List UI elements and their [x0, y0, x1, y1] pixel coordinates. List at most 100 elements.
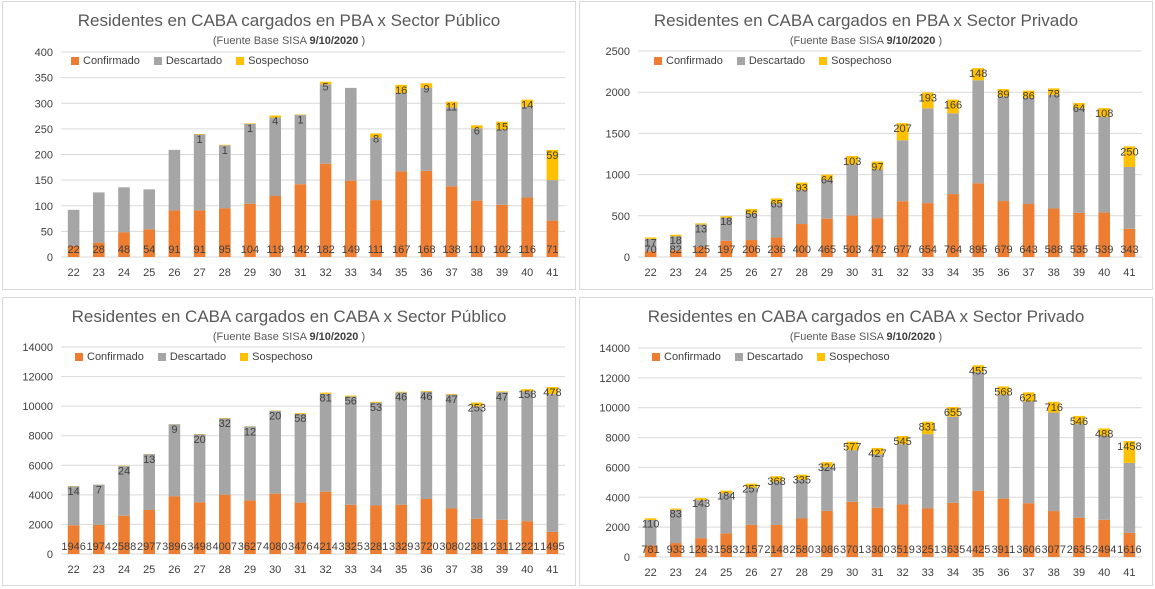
bar-confirmado: [345, 504, 357, 554]
y-tick-label: 6000: [606, 462, 630, 474]
data-label-sospechoso: 427: [868, 448, 886, 460]
data-label-sospechoso: 81: [319, 393, 331, 405]
data-label-sospechoso: 110: [642, 518, 660, 530]
data-label-sospechoso: 8: [373, 133, 379, 145]
bar-descartado: [143, 189, 155, 230]
data-label-confirmado: 3627: [238, 541, 262, 553]
chart-legend: Confirmado Descartado Sospechoso: [654, 55, 892, 67]
legend-label: Confirmado: [664, 351, 721, 363]
bar-sospechoso: [947, 99, 959, 114]
x-tick-label: 41: [546, 564, 558, 576]
bar-confirmado: [1048, 511, 1060, 557]
y-tick-label: 350: [35, 73, 53, 85]
data-label-confirmado: 54: [143, 244, 155, 256]
bar-confirmado: [1098, 519, 1110, 557]
bar-sospechoso: [871, 161, 884, 170]
x-tick-label: 41: [1123, 267, 1135, 279]
legend-label: Confirmado: [87, 351, 144, 363]
data-label-sospechoso: 148: [969, 68, 987, 80]
y-tick-label: 6000: [29, 460, 53, 472]
y-tick-label: 12000: [599, 373, 630, 385]
legend-label: Sospechoso: [831, 55, 892, 67]
bar-sospechoso: [370, 401, 382, 403]
bar-confirmado: [370, 200, 382, 257]
bar-confirmado: [521, 521, 533, 554]
bar-descartado: [871, 454, 884, 508]
bar-confirmado: [1048, 208, 1060, 257]
x-tick-label: 36: [420, 267, 432, 279]
data-label-confirmado: 643: [1019, 244, 1037, 256]
chart-title: Residentes en CABA cargados en CABA x Se…: [71, 307, 507, 326]
data-label-confirmado: 2977: [137, 541, 161, 553]
data-label-sospechoso: 64: [1073, 103, 1085, 115]
data-label-sospechoso: 166: [944, 100, 962, 112]
data-label-sospechoso: 17: [644, 237, 656, 249]
x-tick-label: 34: [947, 567, 959, 579]
bar-confirmado: [395, 171, 407, 257]
bar-confirmado: [896, 201, 909, 257]
x-tick-label: 41: [1123, 567, 1135, 579]
data-label-confirmado: 102: [493, 244, 511, 256]
data-label-sospechoso: 56: [745, 209, 757, 221]
bar-descartado: [670, 509, 682, 544]
bar-confirmado: [922, 203, 934, 257]
chart-svg: 0 2000 4000 6000 8000 10000 12000 14000 1946 14 22…: [22, 342, 565, 576]
bar-confirmado: [244, 500, 256, 554]
bar-descartado: [193, 434, 206, 503]
data-label-sospechoso: 18: [670, 235, 682, 247]
y-tick-label: 500: [612, 211, 630, 223]
bar-confirmado: [345, 180, 357, 257]
data-label-sospechoso: 89: [997, 89, 1009, 101]
legend-item-confirmado: Confirmado: [654, 55, 723, 67]
x-tick-label: 27: [193, 564, 205, 576]
bar-descartado: [745, 487, 758, 525]
data-label-sospechoso: 716: [1045, 402, 1063, 414]
bar-descartado: [471, 406, 483, 519]
bar-sospechoso: [770, 476, 783, 482]
data-label-confirmado: 22: [67, 244, 79, 256]
subtitle-close: ): [361, 35, 366, 47]
bar-confirmado: [168, 210, 181, 257]
bar-descartado: [922, 434, 934, 509]
data-label-sospechoso: 9: [171, 424, 177, 436]
data-label-confirmado: 2494: [1092, 544, 1116, 556]
data-label-sospechoso: 1: [247, 123, 253, 135]
data-label-confirmado: 149: [342, 244, 360, 256]
bar-descartado: [521, 106, 533, 198]
data-label-confirmado: 2311: [490, 541, 514, 553]
bar-sospechoso: [420, 390, 433, 392]
bar-descartado: [922, 108, 934, 204]
legend-item-descartado: Descartado: [153, 55, 222, 67]
bar-confirmado: [1022, 204, 1035, 257]
bar-sospechoso: [1022, 392, 1035, 402]
legend-swatch: [153, 57, 162, 65]
data-label-sospechoso: 59: [546, 150, 558, 162]
data-label-confirmado: 677: [893, 244, 911, 256]
legend-label: Descartado: [746, 351, 804, 363]
bar-descartado: [1022, 401, 1035, 504]
legend-swatch: [236, 57, 245, 65]
bar-sospechoso: [445, 393, 458, 395]
bar-sospechoso: [1022, 90, 1035, 98]
x-tick-label: 41: [546, 267, 558, 279]
data-label-confirmado: 2588: [112, 541, 136, 553]
bar-descartado: [1073, 108, 1085, 213]
legend-item-descartado: Descartado: [734, 351, 804, 363]
bar-sospechoso: [644, 518, 657, 520]
x-tick-label: 26: [745, 267, 757, 279]
data-label-sospechoso: 5: [323, 82, 329, 94]
data-label-sospechoso: 93: [796, 183, 808, 195]
data-label-confirmado: 535: [1070, 244, 1088, 256]
x-tick-label: 24: [695, 267, 707, 279]
bar-descartado: [720, 493, 732, 534]
x-tick-label: 30: [846, 267, 858, 279]
bar-descartado: [821, 179, 833, 219]
bar-confirmado: [395, 504, 407, 554]
data-label-confirmado: 28: [93, 244, 105, 256]
bar-descartado: [496, 129, 508, 205]
y-tick-label: 2000: [606, 87, 630, 99]
bar-confirmado: [93, 524, 105, 554]
x-tick-label: 23: [93, 564, 105, 576]
bar-sospechoso: [770, 198, 783, 204]
subtitle-close: ): [938, 331, 943, 343]
